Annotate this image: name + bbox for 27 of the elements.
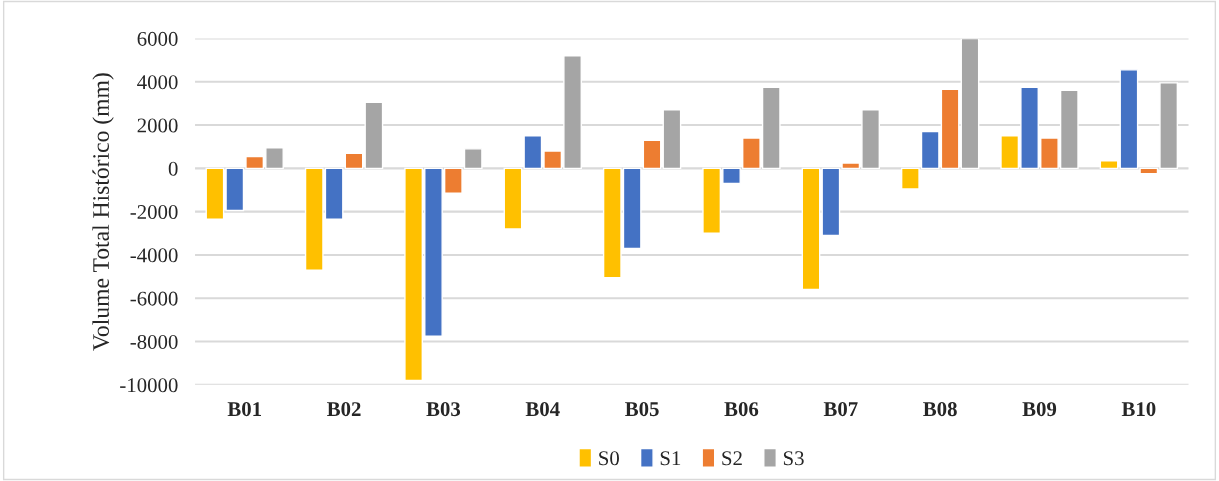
legend-label: S3 [783,451,804,466]
x-tick-label: B10 [1121,402,1156,417]
y-tick-label: 6000 [137,31,178,46]
bar [1099,160,1119,170]
legend-label: S2 [722,451,742,466]
y-tick-label: 0 [168,161,178,176]
y-tick-label: 4000 [137,75,178,90]
x-tick-label: B05 [625,402,659,417]
legend-label: S1 [660,451,681,466]
x-tick-label: B03 [426,402,461,417]
x-tick-label: B08 [923,402,957,417]
y-tick-label: -6000 [130,291,178,306]
y-tick-label: -4000 [130,248,178,263]
x-tick-label: B06 [724,402,759,417]
bar [960,38,980,170]
y-axis-title: Volume Total Histórico (mm) [92,73,114,351]
x-tick-label: B04 [525,402,560,417]
bar [662,109,682,170]
y-tick-label: -8000 [130,334,178,349]
legend-label: S0 [599,451,619,466]
y-tick-label: -10000 [120,378,178,393]
y-tick-label: -2000 [130,205,178,220]
x-tick-label: B07 [823,402,858,417]
x-tick-label: B01 [227,402,261,417]
x-tick-label: B02 [327,402,361,417]
x-tick-label: B09 [1022,402,1057,417]
y-tick-label: 2000 [137,118,178,133]
